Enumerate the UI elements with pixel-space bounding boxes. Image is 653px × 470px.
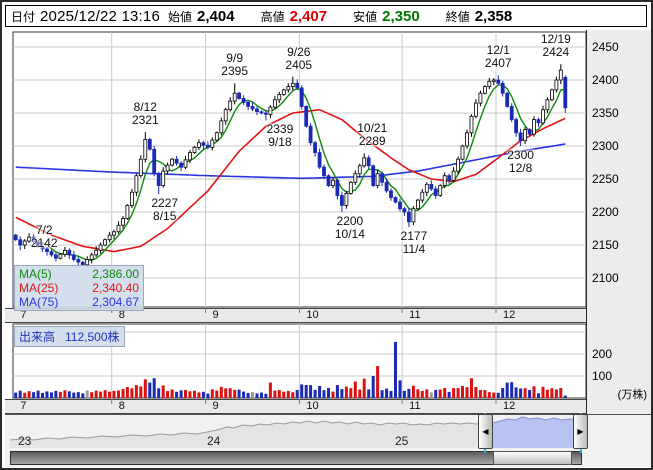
high-label: 高値 — [260, 9, 285, 24]
month-axis-volume — [5, 399, 586, 414]
navigator-year-label: 23 — [18, 434, 32, 448]
price-axis-tick: 2200 — [592, 205, 619, 219]
scrollbar-thumb[interactable] — [493, 451, 572, 465]
ma25-legend-row: MA(25) 2,340.40 — [19, 281, 139, 295]
low-label: 安値 — [353, 9, 378, 24]
chart-annotation: 8/12 2321 — [131, 100, 159, 128]
ma75-legend-row: MA(75) 2,304.67 — [19, 295, 139, 309]
month-axis-label-main: 10 — [306, 309, 319, 321]
open-label: 始値 — [168, 9, 193, 24]
chart-annotation: 9/9 2395 — [221, 51, 249, 79]
ma5-legend-row: MA(5) 2,386.00 — [19, 267, 139, 281]
chart-annotation: 9/26 2405 — [285, 44, 313, 72]
ma5-value: 2,386.00 — [92, 267, 139, 281]
volume-label: 出来高 — [19, 330, 56, 344]
quote-header-bar: 日付 2025/12/22 13:16 始値 2,404 高値 2,407 安値… — [5, 5, 647, 27]
volume-unit-label: (万株) — [617, 389, 647, 401]
navigator-right-arrow-button[interactable]: ▶ — [573, 414, 588, 449]
month-axis-label-volume: 7 — [20, 400, 27, 412]
ma-legend: MA(5) 2,386.00 MA(25) 2,340.40 MA(75) 2,… — [14, 265, 144, 311]
volume-axis-panel — [586, 324, 651, 414]
ma5-label: MA(5) — [19, 267, 52, 281]
month-axis-main — [5, 308, 586, 323]
chart-annotation: 7/2 2142 — [30, 222, 58, 250]
volume-legend: 出来高 112,500株 — [14, 326, 125, 347]
price-axis-tick: 2150 — [592, 238, 619, 252]
chart-annotation: 2200 10/14 — [334, 214, 365, 241]
navigator-left-arrow-button[interactable]: ◀ — [478, 414, 493, 449]
month-axis-label-volume: 12 — [502, 400, 516, 412]
right-arrow-icon: ▶ — [577, 427, 584, 436]
ma75-value: 2,304.67 — [92, 295, 139, 309]
price-axis-tick: 2100 — [592, 271, 619, 285]
price-axis-tick: 2250 — [592, 172, 619, 186]
date-value: 2025/12/22 13:16 — [40, 7, 160, 25]
volume-axis-tick: 200 — [592, 347, 613, 361]
scrollbar-track[interactable] — [10, 451, 582, 465]
month-axis-label-main: 8 — [118, 309, 125, 321]
month-axis-label-main: 7 — [20, 309, 27, 321]
volume-value: 112,500株 — [65, 330, 120, 344]
high-value: 2,407 — [289, 7, 328, 25]
navigator-year-label: 24 — [207, 434, 221, 448]
chart-annotation: 2300 12/8 — [507, 148, 534, 175]
date-label: 日付 — [11, 9, 36, 24]
ma75-label: MA(75) — [19, 295, 59, 309]
month-axis-label-volume: 10 — [306, 400, 319, 412]
close-label: 終値 — [445, 9, 470, 24]
month-axis-label-volume: 9 — [212, 400, 219, 412]
close-value: 2,358 — [474, 7, 513, 25]
month-axis-label-volume: 11 — [409, 400, 421, 412]
price-axis-tick: 2450 — [592, 40, 619, 54]
navigator-year-label: 25 — [395, 434, 409, 448]
chart-annotation: 2177 11/4 — [400, 229, 428, 257]
month-axis-label-main: 9 — [212, 309, 219, 321]
volume-axis-tick: 100 — [592, 369, 613, 383]
chart-annotation: 10/21 2289 — [357, 121, 388, 149]
low-value: 2,350 — [382, 7, 420, 25]
chart-annotation: 2227 8/15 — [151, 196, 179, 224]
left-arrow-icon: ◀ — [482, 427, 489, 436]
chart-annotation: 12/1 2407 — [484, 43, 512, 71]
month-axis-label-main: 11 — [409, 309, 421, 321]
open-value: 2,404 — [197, 7, 235, 25]
chart-annotation: 2339 9/18 — [266, 122, 294, 150]
price-axis-tick: 2300 — [592, 139, 619, 153]
month-axis-label-volume: 8 — [118, 400, 125, 412]
month-axis-label-main: 12 — [502, 309, 516, 321]
chart-annotation: 12/19 2424 — [540, 32, 571, 60]
ma25-value: 2,340.40 — [92, 281, 139, 295]
price-axis-tick: 2400 — [592, 73, 619, 87]
price-axis-tick: 2350 — [592, 106, 619, 120]
ma25-label: MA(25) — [19, 281, 59, 295]
